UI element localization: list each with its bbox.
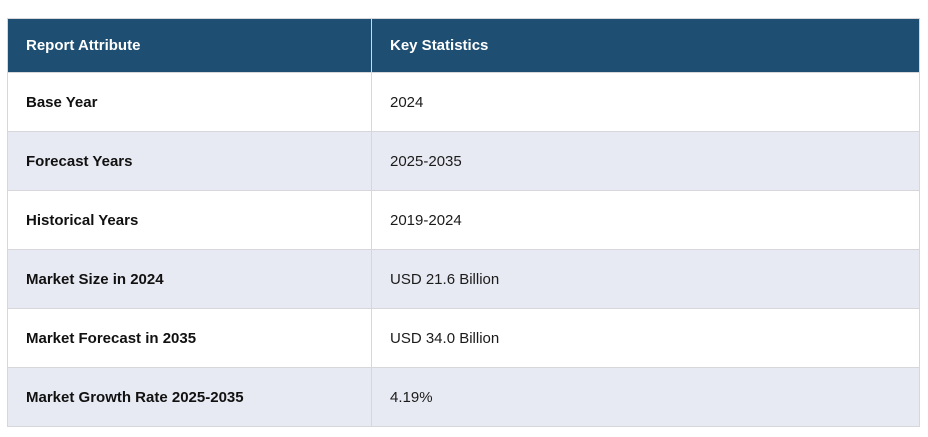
table-header: Report Attribute Key Statistics: [7, 18, 920, 73]
table-row: Base Year 2024: [7, 72, 920, 132]
attribute-cell-forecast-years: Forecast Years: [7, 131, 372, 191]
column-header-key-statistics: Key Statistics: [371, 18, 920, 73]
report-attributes-table-container: Report Attribute Key Statistics Base Yea…: [7, 18, 920, 427]
table-row: Historical Years 2019-2024: [7, 190, 920, 250]
column-header-report-attribute: Report Attribute: [7, 18, 372, 73]
table-row: Market Size in 2024 USD 21.6 Billion: [7, 249, 920, 309]
attribute-cell-base-year: Base Year: [7, 72, 372, 132]
table-row: Market Growth Rate 2025-2035 4.19%: [7, 367, 920, 427]
table-body: Base Year 2024 Forecast Years 2025-2035 …: [7, 72, 920, 427]
value-cell-growth-rate: 4.19%: [371, 367, 920, 427]
value-cell-market-size: USD 21.6 Billion: [371, 249, 920, 309]
value-cell-market-forecast: USD 34.0 Billion: [371, 308, 920, 368]
attribute-cell-market-forecast: Market Forecast in 2035: [7, 308, 372, 368]
attribute-cell-historical-years: Historical Years: [7, 190, 372, 250]
value-cell-base-year: 2024: [371, 72, 920, 132]
value-cell-historical-years: 2019-2024: [371, 190, 920, 250]
attribute-cell-growth-rate: Market Growth Rate 2025-2035: [7, 367, 372, 427]
header-row: Report Attribute Key Statistics: [7, 18, 920, 73]
attribute-cell-market-size: Market Size in 2024: [7, 249, 372, 309]
table-row: Forecast Years 2025-2035: [7, 131, 920, 191]
table-row: Market Forecast in 2035 USD 34.0 Billion: [7, 308, 920, 368]
report-attributes-table: Report Attribute Key Statistics Base Yea…: [7, 18, 920, 427]
value-cell-forecast-years: 2025-2035: [371, 131, 920, 191]
